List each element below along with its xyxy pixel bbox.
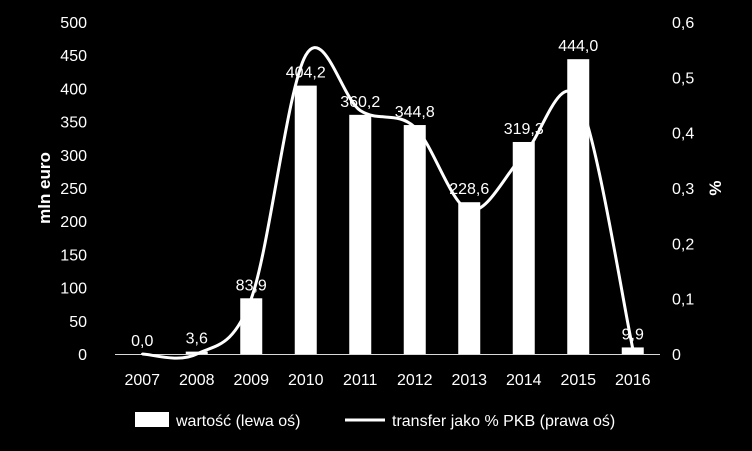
bar-2009 [240, 298, 263, 354]
y-right-tick-label: 0 [672, 347, 681, 364]
y-right-tick-label: 0,4 [672, 126, 694, 143]
bar-data-label: 360,2 [340, 94, 380, 111]
x-tick-label: 2013 [451, 372, 487, 389]
legend-label-bar: wartość (lewa oś) [175, 413, 300, 430]
x-tick-label: 2014 [506, 372, 542, 389]
x-tick-label: 2010 [288, 372, 324, 389]
bar-data-label: 404,2 [286, 65, 326, 82]
x-tick-label: 2007 [124, 372, 160, 389]
line-point-2015 [577, 98, 580, 101]
line-point-2010 [304, 54, 307, 57]
y-left-tick-label: 150 [60, 247, 87, 264]
line-point-2012 [413, 125, 416, 129]
y-left-tick-label: 100 [60, 281, 87, 298]
bar-2010 [294, 85, 317, 354]
line-point-2014 [522, 153, 525, 156]
bar-data-label: 444,0 [558, 38, 598, 55]
y-right-tick-label: 0,5 [672, 70, 694, 87]
line-point-2013 [468, 208, 471, 212]
y-right-tick-label: 0,3 [672, 181, 694, 198]
y-left-tick-label: 250 [60, 181, 87, 198]
bar-data-label: 3,6 [186, 331, 208, 348]
y-left-axis-title: mln euro [35, 152, 54, 224]
legend-label-line: transfer jako % PKB (prawa oś) [392, 413, 615, 430]
y-right-tick-label: 0,1 [672, 292, 694, 309]
x-tick-label: 2012 [397, 372, 433, 389]
bar-2015 [567, 59, 590, 355]
y-left-tick-label: 500 [60, 15, 87, 32]
bar-data-label: 83,9 [236, 277, 267, 294]
y-left-tick-label: 200 [60, 214, 87, 231]
legend-swatch-bar [135, 412, 169, 427]
y-right-tick-label: 0,2 [672, 236, 694, 253]
y-left-tick-label: 300 [60, 148, 87, 165]
x-tick-label: 2009 [233, 372, 269, 389]
bar-data-label: 228,6 [449, 181, 489, 198]
x-tick-label: 2015 [560, 372, 596, 389]
bar-data-label: 0,0 [131, 333, 153, 350]
series-line-transfer [142, 46, 635, 360]
line-point-2007 [141, 352, 144, 356]
y-left-tick-label: 0 [78, 347, 87, 364]
y-left-tick-label: 50 [69, 314, 87, 331]
bar-data-label: 344,8 [395, 104, 435, 121]
line-point-2009 [250, 297, 253, 300]
bar-data-label: 319,3 [504, 121, 544, 138]
bar-2011 [349, 114, 372, 354]
y-left-tick-label: 400 [60, 81, 87, 98]
y-left-tick-label: 450 [60, 48, 87, 65]
bar-2013 [458, 202, 481, 354]
line-point-2016 [631, 347, 634, 350]
line-point-2008 [195, 352, 198, 356]
bar-2012 [403, 125, 426, 355]
x-tick-label: 2011 [343, 372, 378, 389]
line-point-2011 [359, 109, 362, 112]
y-left-tick-label: 350 [60, 115, 87, 132]
x-tick-label: 2008 [179, 372, 215, 389]
y-right-axis-title: % [706, 180, 725, 195]
bar-data-label: 9,9 [622, 326, 644, 343]
y-right-tick-label: 0,6 [672, 15, 694, 32]
bar-2014 [512, 141, 535, 354]
x-tick-label: 2016 [615, 372, 651, 389]
bar-2016 [621, 347, 644, 354]
